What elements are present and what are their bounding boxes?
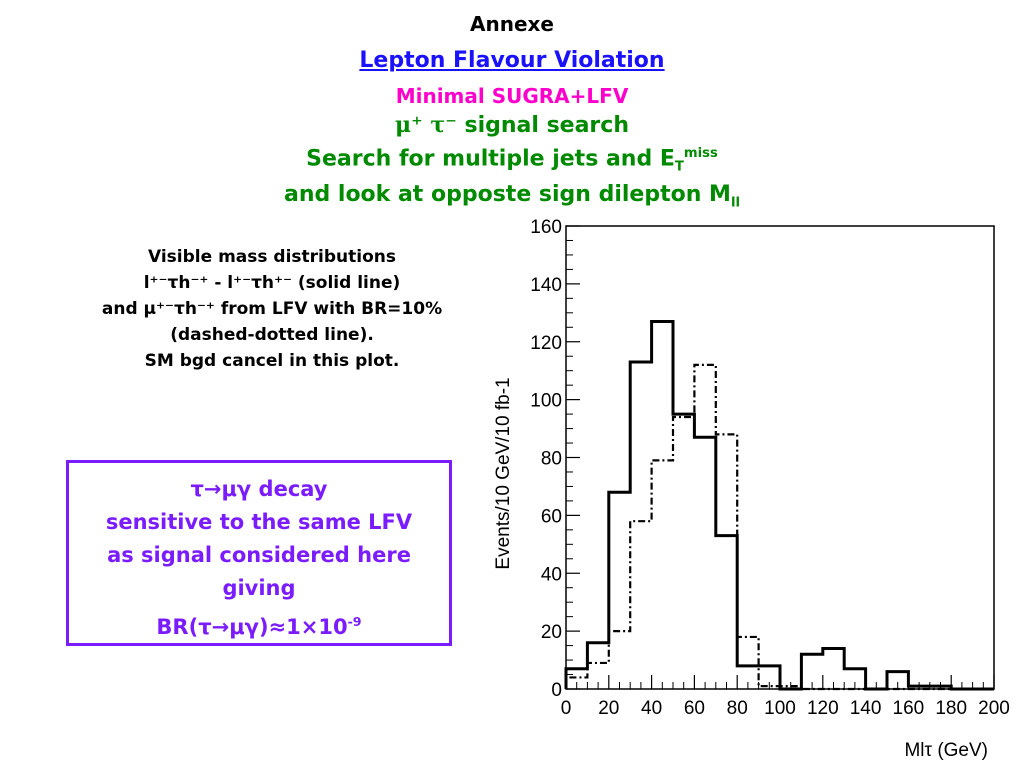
x-tick-label: 120: [807, 698, 839, 719]
description-line-1: Visible mass distributions: [148, 247, 396, 267]
series-solid-line: [564, 319, 994, 691]
x-tick-label: 20: [598, 698, 619, 719]
decay-note-line-4: giving: [222, 576, 296, 600]
description-line-4: (dashed-dotted line).: [170, 325, 374, 345]
y-axis-label: Events/10 GeV/10 fb-1: [493, 377, 514, 569]
header-subtitle: Lepton Flavour Violation: [359, 48, 665, 73]
header-dilepton-sub: ll: [730, 195, 740, 211]
header-model: Minimal SUGRA+LFV: [395, 84, 629, 108]
header-dilepton-text: and look at opposte sign dilepton M: [283, 182, 731, 207]
header-et-sub: T: [674, 159, 684, 175]
decay-note-line-3: as signal considered here: [107, 543, 411, 567]
header-title: Annexe: [470, 12, 554, 36]
x-tick-label: 100: [764, 698, 796, 719]
description-line-5: SM bgd cancel in this plot.: [144, 351, 400, 371]
header-signal-symbols: μ⁺ τ⁻: [395, 112, 457, 138]
histogram-chart: 0 20 40 60 80 100 120 140 160 0 20 40 60 80 100 120 140 1…: [493, 217, 1010, 761]
y-tick-label: 160: [530, 217, 562, 238]
description-line-2: l⁺⁻τh⁻⁺ - l⁺⁻τh⁺⁻ (solid line): [143, 273, 401, 293]
y-tick-label: 140: [530, 275, 562, 296]
x-tick-label: 40: [641, 698, 662, 719]
decay-note-br: BR(τ→μγ)≈1×10: [156, 615, 348, 639]
decay-note-line-1: τ→μγ decay: [190, 477, 328, 501]
x-tick-label: 200: [978, 698, 1010, 719]
y-tick-label: 120: [530, 333, 562, 354]
header-et-sup: miss: [683, 146, 718, 161]
x-tick-label: 140: [850, 698, 882, 719]
x-tick-label: 180: [935, 698, 967, 719]
header-search-jets: Search for multiple jets and ETmiss: [0, 146, 1024, 175]
description-line-3: and μ⁺⁻τh⁻⁺ from LFV with BR=10%: [101, 299, 443, 319]
x-tick-label: 80: [727, 698, 748, 719]
header-search-jets-text: Search for multiple jets and E: [306, 146, 675, 172]
y-tick-label: 100: [530, 391, 562, 412]
decay-note-exponent: -9: [347, 614, 362, 629]
y-tick-label: 60: [541, 506, 562, 527]
y-tick-label: 20: [541, 622, 562, 643]
x-tick-label: 0: [561, 698, 572, 719]
x-tick-label: 60: [684, 698, 705, 719]
decay-note-line-2: sensitive to the same LFV: [105, 510, 413, 534]
header-dilepton: and look at opposte sign dilepton Mll: [0, 182, 1024, 210]
y-tick-label: 0: [551, 680, 562, 701]
x-axis-label: Mlτ (GeV): [904, 740, 988, 761]
header-signal-text: signal search: [456, 113, 629, 138]
description-block: Visible mass distributions l⁺⁻τh⁻⁺ - l⁺⁻…: [62, 244, 482, 374]
decay-note-box: τ→μγ decay sensitive to the same LFV as …: [66, 460, 452, 646]
y-tick-label: 80: [541, 449, 562, 470]
decay-note-line-5: BR(τ→μγ)≈1×10-9: [69, 605, 449, 644]
y-tick-label: 40: [541, 564, 562, 585]
series-dash-dot-line: [564, 363, 994, 691]
header-signal: μ⁺ τ⁻ signal search: [0, 112, 1024, 138]
x-tick-label: 160: [893, 698, 925, 719]
